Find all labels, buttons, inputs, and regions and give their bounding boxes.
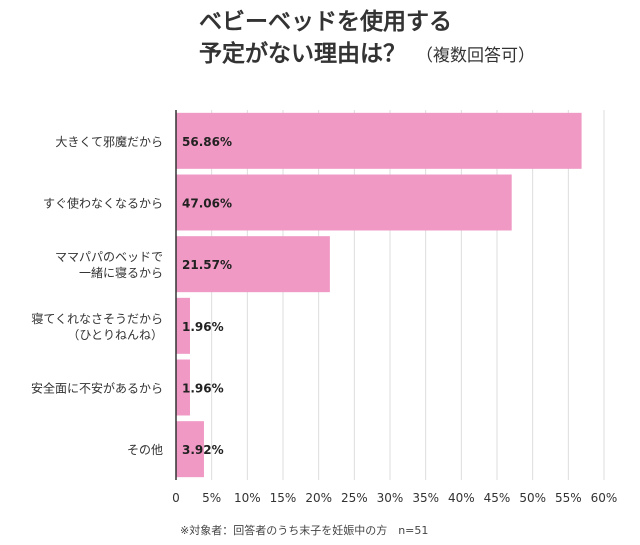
category-label: 大きくて邪魔だから <box>55 134 163 149</box>
category-label: 寝てくれなさそうだから <box>31 311 163 326</box>
data-label: 3.92% <box>182 443 224 457</box>
chart-title-line2-text: 予定がない理由は？ <box>199 41 406 67</box>
chart-title-line1: ベビーベッドを使用する <box>199 9 452 35</box>
data-label: 21.57% <box>182 258 232 272</box>
x-tick-label: 55% <box>555 491 582 505</box>
x-tick-label: 0 <box>172 491 180 505</box>
x-tick-label: 30% <box>377 491 404 505</box>
x-tick-label: 20% <box>305 491 332 505</box>
data-label: 1.96% <box>182 382 224 396</box>
bar <box>176 236 330 293</box>
x-tick-label: 15% <box>270 491 297 505</box>
chart-title: ベビーベッドを使用する 予定がない理由は？ （複数回答可） <box>199 6 535 72</box>
category-label: ママパパのベッドで <box>55 250 163 264</box>
bar <box>176 112 582 169</box>
x-tick-label: 10% <box>234 491 261 505</box>
chart-title-line2: 予定がない理由は？ （複数回答可） <box>199 38 535 72</box>
data-label: 1.96% <box>182 320 224 334</box>
x-tick-label: 25% <box>341 491 368 505</box>
x-tick-label: 50% <box>519 491 546 505</box>
chart-title-note: （複数回答可） <box>416 46 535 66</box>
bar <box>176 174 512 231</box>
x-tick-label: 40% <box>448 491 475 505</box>
x-tick-label: 5% <box>202 491 221 505</box>
footnote: ※対象者：回答者のうち末子を妊娠中の方 n=51 <box>180 524 429 537</box>
bar <box>176 297 190 354</box>
bar <box>176 421 204 478</box>
x-tick-label: 45% <box>484 491 511 505</box>
data-label: 56.86% <box>182 135 232 149</box>
category-label: その他 <box>127 443 163 457</box>
category-label: 安全面に不安があるから <box>31 381 163 396</box>
bar <box>176 359 190 416</box>
x-tick-label: 60% <box>591 491 618 505</box>
data-label: 47.06% <box>182 197 232 211</box>
x-tick-label: 35% <box>412 491 439 505</box>
category-label: （ひとりねんね） <box>67 328 163 342</box>
category-label: 一緒に寝るから <box>79 265 163 280</box>
category-label: すぐ使わなくなるから <box>43 196 163 211</box>
